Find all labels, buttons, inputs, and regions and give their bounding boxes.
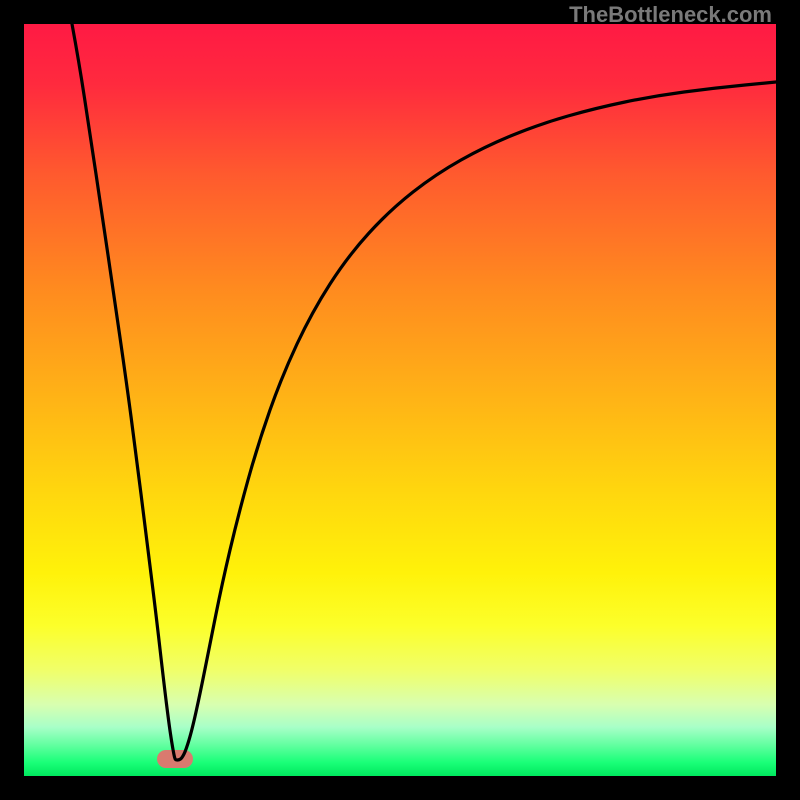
curve-layer xyxy=(24,24,776,776)
plot-area xyxy=(24,24,776,776)
bottleneck-curve xyxy=(72,24,776,760)
watermark-text: TheBottleneck.com xyxy=(569,2,772,28)
chart-frame: TheBottleneck.com xyxy=(0,0,800,800)
